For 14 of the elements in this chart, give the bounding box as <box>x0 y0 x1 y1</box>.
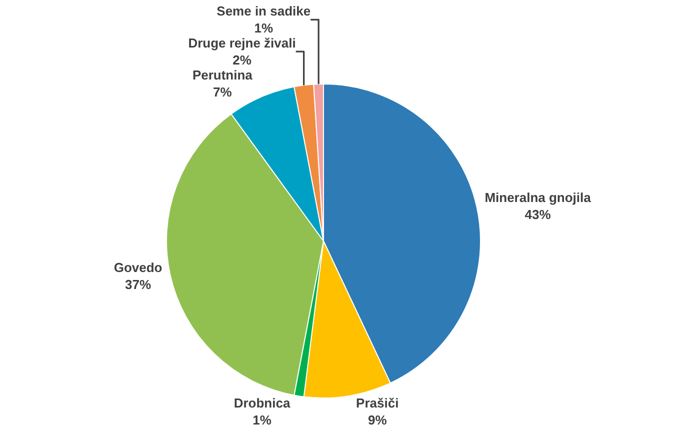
slice-label: Govedo <box>114 260 162 276</box>
data-label: 37% <box>125 276 152 292</box>
data-label: 7% <box>213 84 232 100</box>
data-label: 43% <box>524 206 552 222</box>
slice-label: Druge rejne živali <box>188 36 296 51</box>
data-label: 9% <box>368 412 388 428</box>
slice-label: Seme in sadike <box>216 4 311 19</box>
slice-label: Mineralna gnojila <box>484 190 592 206</box>
slice-label: Prašiči <box>356 396 399 411</box>
slice-label: Drobnica <box>234 396 291 411</box>
data-label: 2% <box>232 52 252 68</box>
data-label: 1% <box>252 412 272 428</box>
slice-label: Perutnina <box>192 68 254 83</box>
data-label: 1% <box>254 20 274 36</box>
